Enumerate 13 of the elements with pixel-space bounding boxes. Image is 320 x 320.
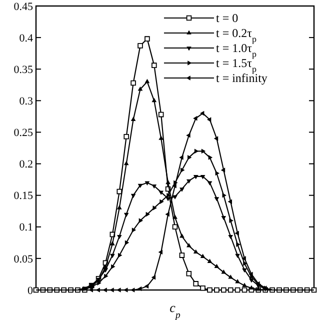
legend-label: t = 0 bbox=[216, 11, 238, 26]
y-tick-label: 0.35 bbox=[14, 64, 34, 76]
y-tick-label: 0.45 bbox=[14, 0, 34, 13]
y-tick-label: 0.25 bbox=[14, 127, 34, 140]
y-tick-label: 0.15 bbox=[14, 190, 34, 202]
y-tick-label: 0.3 bbox=[19, 96, 34, 108]
y-tick-label: 0 bbox=[28, 284, 34, 297]
y-tick-label: 0.2 bbox=[19, 158, 33, 171]
legend-label: t = 0.2τ$_{p}$ bbox=[216, 26, 257, 44]
y-tick-label: 0.4 bbox=[19, 32, 34, 44]
y-tick-label: 0.05 bbox=[14, 253, 34, 266]
x-axis-title: c$_{p}$ bbox=[170, 300, 180, 320]
y-tick-label: 0.1 bbox=[19, 222, 33, 234]
